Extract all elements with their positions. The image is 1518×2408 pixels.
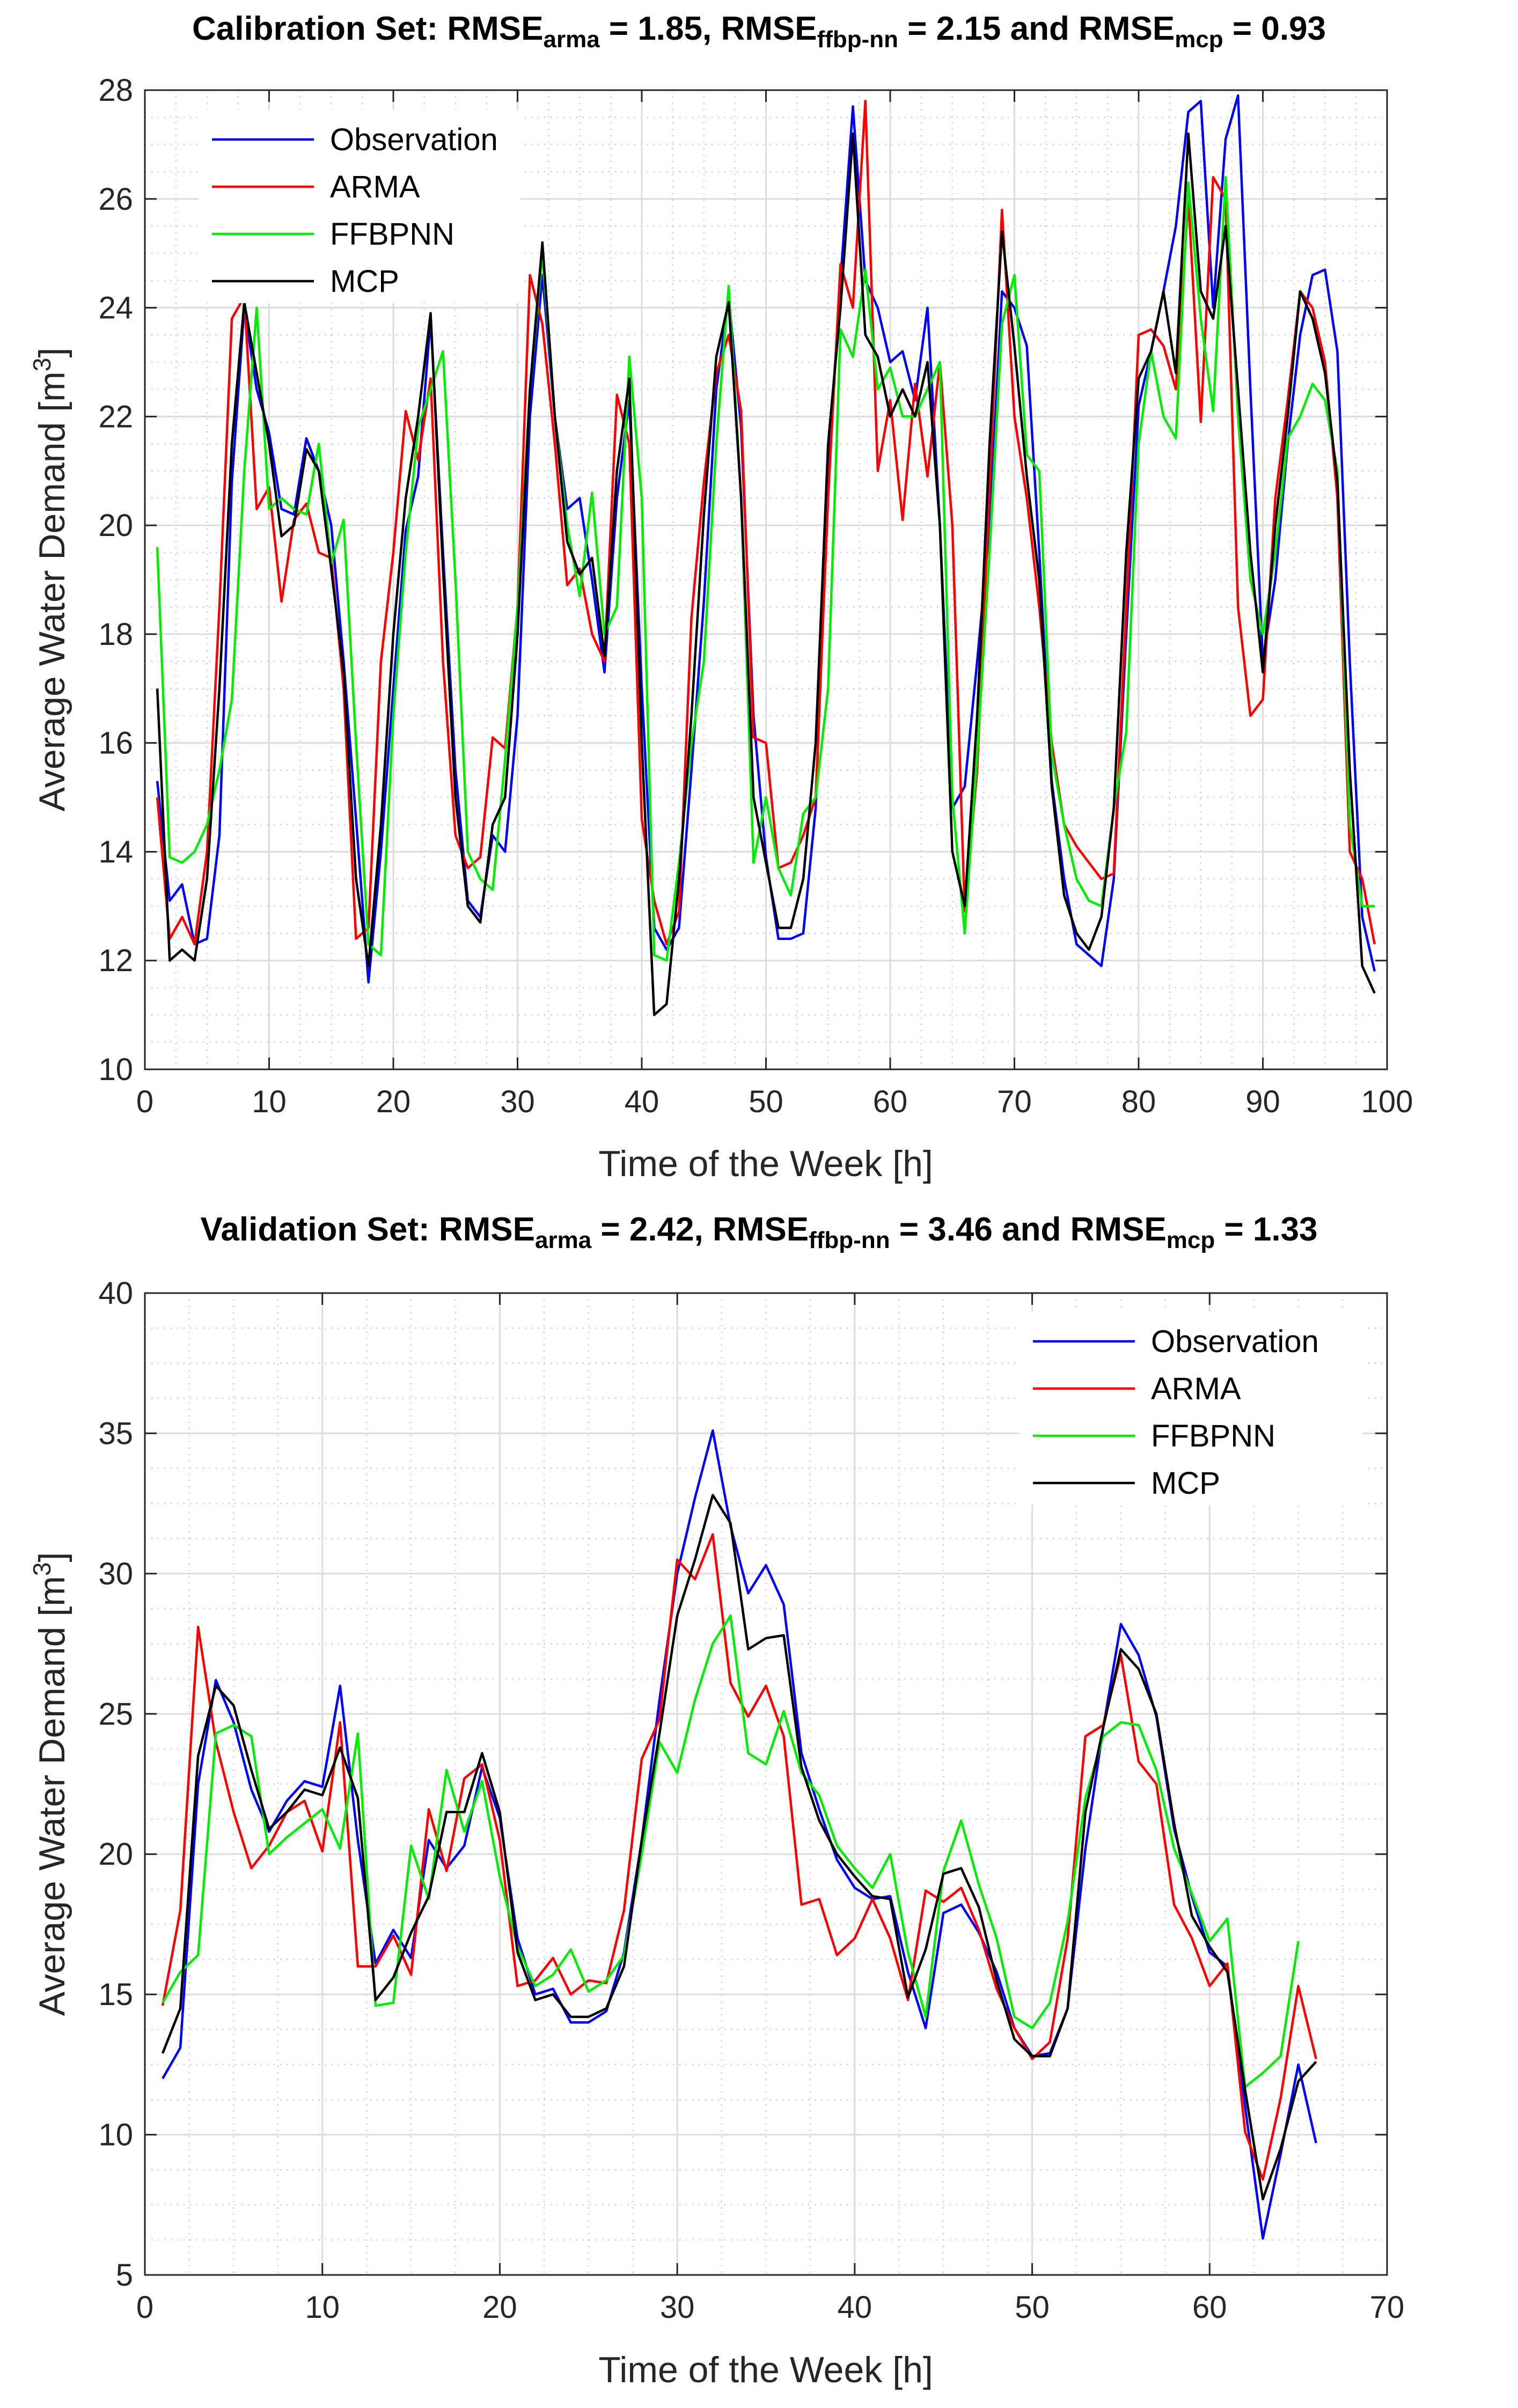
- validation-legend-label-observation: Observation: [1151, 1324, 1319, 1359]
- calibration-x-tick-label: 90: [1245, 1084, 1280, 1119]
- top-chart-title: Calibration Set: RMSEarma = 1.85, RMSEff…: [192, 10, 1326, 53]
- calibration-y-tick-label: 12: [98, 943, 133, 978]
- validation-legend-box: [1020, 1312, 1363, 1505]
- validation-legend-label-mcp: MCP: [1151, 1466, 1220, 1501]
- calibration-y-tick-label: 22: [98, 399, 133, 434]
- validation-y-tick-label: 30: [98, 1557, 133, 1591]
- calibration-x-tick-label: 100: [1361, 1084, 1413, 1119]
- validation-x-tick-label: 10: [305, 2290, 340, 2325]
- calibration-y-tick-label: 28: [98, 73, 133, 108]
- validation-x-tick-label: 60: [1192, 2290, 1227, 2325]
- calibration-y-tick-label: 14: [98, 834, 133, 869]
- validation-y-tick-label: 20: [98, 1837, 133, 1872]
- calibration-x-tick-label: 0: [136, 1084, 153, 1119]
- validation-y-tick-label: 40: [98, 1276, 133, 1311]
- validation-ticks: 0 10 20 30 40 50 60 70 5 10 15 20 25 30 35 40: [98, 1276, 1404, 2325]
- validation-legend-label-ffbpnn: FFBPNN: [1151, 1419, 1275, 1453]
- calibration-x-axis-label: Time of the Week [h]: [598, 1143, 933, 1184]
- calibration-x-tick-label: 60: [873, 1084, 908, 1119]
- calibration-y-tick-label: 20: [98, 508, 133, 543]
- calibration-y-tick-label: 24: [98, 291, 133, 326]
- validation-x-tick-label: 0: [136, 2290, 153, 2325]
- calibration-y-tick-label: 18: [98, 617, 133, 652]
- calibration-legend: Observation ARMA FFBPNN MCP: [199, 110, 520, 303]
- calibration-x-tick-label: 80: [1121, 1084, 1156, 1119]
- calibration-series-arma: [156, 100, 1376, 946]
- calibration-x-tick-label: 50: [749, 1084, 783, 1119]
- validation-x-tick-label: 70: [1370, 2290, 1405, 2325]
- validation-axes-box: [144, 1292, 1388, 2276]
- validation-legend: Observation ARMA FFBPNN MCP: [1020, 1312, 1363, 1505]
- calibration-x-tick-label: 20: [376, 1084, 411, 1119]
- bottom-chart-title: Validation Set: RMSEarma = 2.42, RMSEffb…: [200, 1211, 1318, 1253]
- calibration-y-tick-label: 16: [98, 726, 133, 761]
- validation-x-tick-label: 30: [660, 2290, 695, 2325]
- calibration-legend-label-mcp: MCP: [330, 264, 399, 299]
- validation-series: [161, 1429, 1317, 2240]
- validation-x-tick-label: 20: [482, 2290, 517, 2325]
- calibration-legend-label-observation: Observation: [330, 122, 498, 157]
- validation-series-arma: [161, 1533, 1317, 2181]
- validation-legend-label-arma: ARMA: [1151, 1371, 1241, 1406]
- validation-chart: 0 10 20 30 40 50 60 70 5 10 15 20 25 30 35 40 Time of t…: [28, 1276, 1404, 2390]
- validation-y-tick-label: 15: [98, 1977, 133, 2012]
- calibration-series-mcp: [156, 132, 1376, 1016]
- calibration-chart: 0 10 20 30 40 50 60 70 80 90 100101214161820222426…: [28, 73, 1413, 1184]
- validation-series-observation: [162, 1429, 1317, 2240]
- calibration-y-tick-label: 10: [98, 1052, 133, 1087]
- validation-x-tick-label: 50: [1015, 2290, 1050, 2325]
- calibration-ticks: 0 10 20 30 40 50 60 70 80 90 100101214161820222426…: [98, 73, 1413, 1119]
- validation-y-tick-label: 10: [98, 2118, 133, 2153]
- calibration-y-axis-label: Average Water Demand [m3]: [28, 348, 72, 812]
- validation-y-tick-label: 25: [98, 1697, 133, 1731]
- calibration-x-tick-label: 30: [500, 1084, 535, 1119]
- calibration-x-tick-label: 10: [252, 1084, 287, 1119]
- validation-x-axis-label: Time of the Week [h]: [598, 2350, 933, 2390]
- validation-x-tick-label: 40: [838, 2290, 872, 2325]
- calibration-legend-box: [199, 110, 520, 303]
- calibration-legend-label-ffbpnn: FFBPNN: [330, 217, 454, 252]
- validation-y-axis-label: Average Water Demand [m3]: [28, 1552, 72, 2016]
- calibration-series: [156, 94, 1376, 1016]
- calibration-x-tick-label: 40: [625, 1084, 659, 1119]
- calibration-series-ffbpnn: [156, 175, 1375, 962]
- validation-y-tick-label: 35: [98, 1416, 133, 1451]
- validation-series-mcp: [162, 1494, 1317, 2201]
- calibration-x-tick-label: 70: [997, 1084, 1032, 1119]
- calibration-legend-label-arma: ARMA: [330, 170, 420, 204]
- calibration-y-tick-label: 26: [98, 182, 133, 217]
- validation-series-ffbpnn: [162, 1614, 1300, 2088]
- validation-y-tick-label: 5: [116, 2258, 133, 2293]
